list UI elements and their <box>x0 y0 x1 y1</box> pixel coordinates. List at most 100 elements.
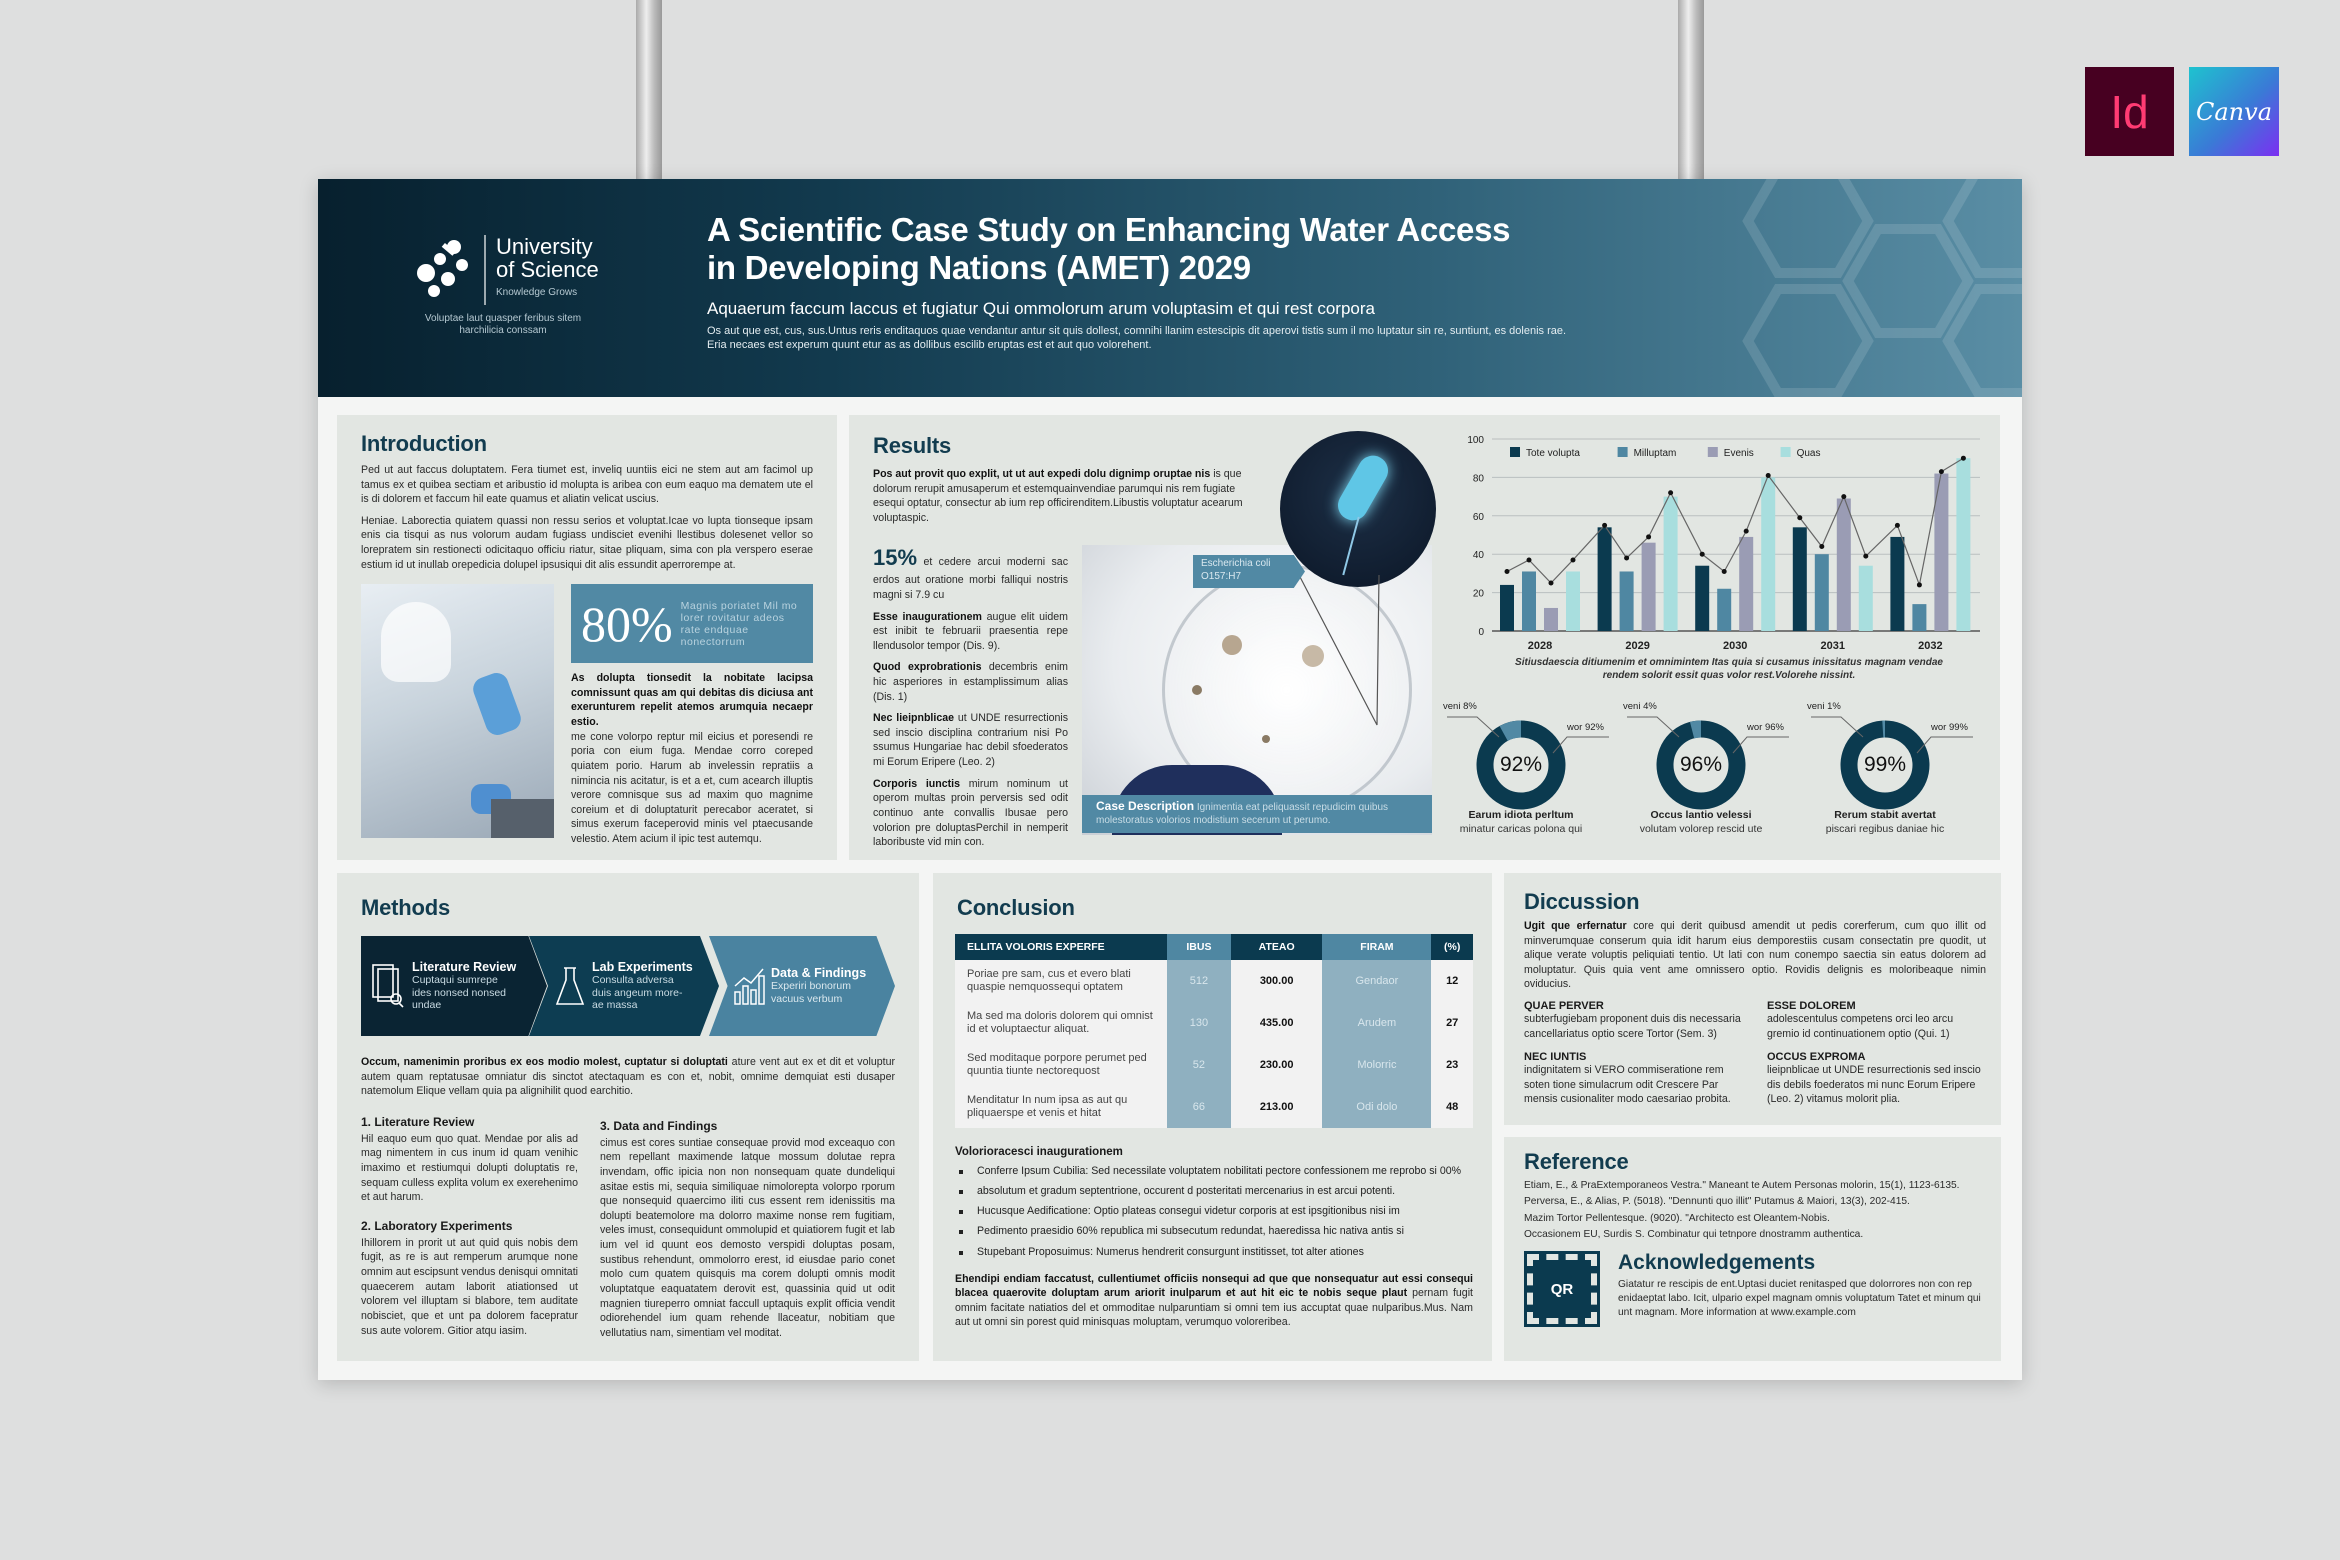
trend-point <box>1548 580 1554 586</box>
donut-subtitle: piscari regibus daniae hic <box>1825 823 1945 835</box>
y-tick-label: 40 <box>1473 550 1485 561</box>
canva-badge: Canva <box>2189 67 2279 156</box>
table-cell: Gendaor <box>1322 960 1432 1002</box>
x-tick-label: 2032 <box>1918 640 1942 652</box>
trend-point <box>1646 534 1652 540</box>
reference-item: Perversa, E., & Alias, P. (5018). "Dennu… <box>1524 1196 1910 1208</box>
donut-center-value: 99% <box>1863 753 1907 776</box>
results-item-title: Nec lieipnblicae <box>873 712 954 725</box>
trend-point <box>1841 494 1847 500</box>
trend-point <box>1797 515 1803 521</box>
donut-major-label: wor 96% <box>1747 722 1784 733</box>
table-row: Poriae pre sam, cus et evero blati quasp… <box>955 960 1473 1002</box>
donut-minor-label: veni 4% <box>1623 701 1657 712</box>
table-cell: 23 <box>1431 1044 1473 1086</box>
reference-panel: Reference Etiam, E., & PraExtemporaneos … <box>1504 1137 2001 1361</box>
introduction-paragraph-1: Ped ut aut faccus doluptatem. Fera tiume… <box>361 464 813 506</box>
leader-line <box>1811 716 1864 738</box>
table-cell: 130 <box>1167 1002 1231 1044</box>
discussion-item-text: subterfugiebam proponent duis dis necess… <box>1524 1013 1741 1040</box>
trend-point <box>1721 568 1727 574</box>
methods-section-title: 3. Data and Findings <box>600 1118 718 1133</box>
discussion-item-title: OCCUS EXPROMA <box>1767 1051 1866 1064</box>
legend-swatch <box>1707 447 1718 457</box>
donut-segment-minor <box>1840 720 1930 810</box>
table-cell: 52 <box>1167 1044 1231 1086</box>
donut-subtitle: minatur caricas polona qui <box>1459 823 1583 835</box>
results-title: Results <box>873 433 952 458</box>
donut-center-value: 96% <box>1679 753 1723 776</box>
intro-body-text: me cone volorpo reptur mil eicius et por… <box>571 730 813 845</box>
methods-column-right: 3. Data and Findings cimus est cores sun… <box>600 1115 895 1341</box>
table-cell: Poriae pre sam, cus et evero blati quasp… <box>955 960 1167 1002</box>
x-tick-label: 2028 <box>1528 640 1552 652</box>
methods-section-text: cimus est cores suntiae consequae provid… <box>600 1136 895 1339</box>
leader-line <box>1732 736 1789 754</box>
legend-label: Tote volupta <box>1526 448 1580 459</box>
case-description-title: Case Description <box>1096 799 1195 813</box>
leader-line <box>1916 736 1973 754</box>
donut-center-value: 92% <box>1499 753 1543 776</box>
discussion-item-title: QUAE PERVER <box>1524 1000 1604 1013</box>
bar-quas <box>1663 496 1678 631</box>
discussion-panel: Diccussion Ugit que erfernatur core qui … <box>1504 873 2001 1125</box>
donut-title: Occus lantio velessi <box>1650 809 1752 821</box>
legend-label: Quas <box>1797 448 1821 459</box>
donut-segment-minor <box>1476 720 1566 810</box>
donut-major-label: wor 92% <box>1567 722 1604 733</box>
method-step-text: Experiri bonorum vacuus verbum <box>771 980 851 1005</box>
poster-description: Os aut que est, cus, sus.Untus reris end… <box>707 324 1567 351</box>
x-tick-label: 2030 <box>1723 640 1747 652</box>
methods-section-title: 1. Literature Review <box>361 1114 475 1129</box>
bar-evenis <box>1739 536 1754 631</box>
results-item-text: ut UNDE resurrectionis sed inscio discip… <box>873 712 1069 769</box>
discussion-item-title: NEC IUNTIS <box>1524 1051 1587 1064</box>
table-cell: 230.00 <box>1230 1044 1323 1086</box>
table-cell: Sed moditaque porpore perumet ped quunti… <box>955 1044 1167 1086</box>
reference-item: Occasionem EU, Surdis S. Combinatur qui … <box>1524 1228 1864 1240</box>
poster-title-line1: A Scientific Case Study on Enhancing Wat… <box>707 211 1511 248</box>
trend-point <box>1819 544 1825 550</box>
qr-code[interactable]: QR <box>1524 1251 1600 1328</box>
bullet-item: Conferre Ipsum Cubilia: Sed necessilate … <box>955 1161 1473 1181</box>
poster-header: University of Science Knowledge Grows Vo… <box>318 179 2022 397</box>
method-step-lab-experiments: Lab Experiments Consulta adversa duis ang… <box>529 936 719 1036</box>
method-step-title: Data & Findings <box>771 966 867 981</box>
results-stat-value: 15% <box>873 545 918 570</box>
conclusion-panel: Conclusion ELLITA VOLORIS EXPERFE IBUS A… <box>933 873 1492 1361</box>
logo-tagline: Knowledge Grows <box>496 287 578 299</box>
discussion-item: QUAE PERVER subterfugiebam proponent duis… <box>1524 1000 1743 1041</box>
trend-point <box>1602 522 1608 528</box>
legend-swatch <box>1780 447 1791 457</box>
callout-lines <box>1298 574 1380 726</box>
table-header: ATEAO <box>1230 934 1323 960</box>
conclusion-table: ELLITA VOLORIS EXPERFE IBUS ATEAO FIRAM … <box>955 934 1473 1128</box>
discussion-lead-text: core qui derit quibusd amendit ut pedis … <box>1524 920 1987 991</box>
hanging-rod-right <box>1678 0 1704 180</box>
bar-evenis <box>1836 498 1851 631</box>
conclusion-closing-text: pernam fugit omnim facitate natiatios de… <box>955 1287 1473 1329</box>
bar-quas <box>1761 477 1776 631</box>
donut-ring <box>1811 716 1973 810</box>
acknowledgements-title: Acknowledgements <box>1618 1251 1816 1275</box>
indesign-logo-text: Id <box>2110 85 2149 138</box>
logo-name-line1: University <box>496 234 593 259</box>
donut-minor-label: veni 1% <box>1807 701 1841 712</box>
methods-section-text: Hil eaquo eum quo quat. Mendae por alis … <box>361 1132 578 1204</box>
donut-title: Rerum stabit avertat <box>1834 809 1936 821</box>
results-details: 15% et cedere arcui moderni sac erdos au… <box>873 543 1068 850</box>
hexagon-pattern <box>1742 179 2022 397</box>
table-cell: Menditatur In num ipsa as aut qu pliquae… <box>955 1086 1167 1128</box>
conclusion-list-title: Volorioracesci inaugurationem <box>955 1146 1123 1158</box>
discussion-item: OCCUS EXPROMA lieipnblicae ut UNDE resurr… <box>1767 1051 1986 1107</box>
chart-caption: Sitiusdaescia ditiumenim et omnimintem I… <box>1515 657 1943 681</box>
poster-subtitle: Aquaerum faccum laccus et fugiatur Qui o… <box>707 298 1375 318</box>
discussion-item-title: ESSE DOLOREM <box>1767 1000 1856 1013</box>
donut-chart: veni 4% wor 96% 96% Occus lantio velessi vol… <box>1621 695 1797 860</box>
y-tick-label: 60 <box>1473 512 1485 523</box>
logo-divider <box>484 235 486 305</box>
hanging-rod-left <box>636 0 662 180</box>
table-cell: Arudem <box>1322 1002 1432 1044</box>
bar-milluptam <box>1912 604 1927 631</box>
introduction-title: Introduction <box>361 431 487 456</box>
